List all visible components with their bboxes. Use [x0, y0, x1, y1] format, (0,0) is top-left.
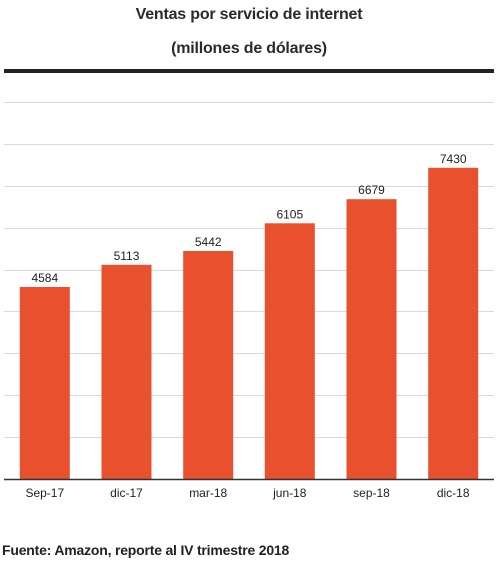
bars	[19, 167, 479, 480]
x-tick-label: dic-17	[110, 486, 143, 500]
bar-jun-18	[264, 223, 315, 479]
chart-subtitle: (millones de dólares)	[171, 40, 327, 57]
x-tick-label: sep-18	[353, 486, 390, 500]
x-tick-label: Sep-17	[25, 486, 64, 500]
bar-dic-17	[101, 264, 152, 479]
title-divider	[4, 69, 494, 73]
x-tick-label: mar-18	[189, 486, 227, 500]
data-label: 5113	[114, 249, 140, 263]
grid-lines	[4, 102, 494, 438]
x-tick-labels: Sep-17 dic-17 mar-18 jun-18 sep-18 dic-18	[25, 486, 469, 500]
data-label: 7430	[440, 152, 467, 166]
bar-mar-18	[183, 251, 234, 479]
source-note: Fuente: Amazon, reporte al IV trimestre …	[2, 542, 290, 558]
data-label: 6679	[358, 183, 385, 197]
data-label: 6105	[276, 207, 303, 221]
data-label: 4584	[31, 271, 58, 285]
x-tick-label: jun-18	[272, 486, 307, 500]
data-label: 5442	[195, 235, 222, 249]
bar-dic-18	[428, 167, 479, 480]
bar-sep-18	[346, 199, 397, 479]
bar-sep-17	[19, 287, 70, 479]
chart-title: Ventas por servicio de internet	[135, 6, 363, 23]
data-labels: 4584 5113 5442 6105 6679 7430	[31, 152, 466, 285]
x-tick-label: dic-18	[437, 486, 470, 500]
